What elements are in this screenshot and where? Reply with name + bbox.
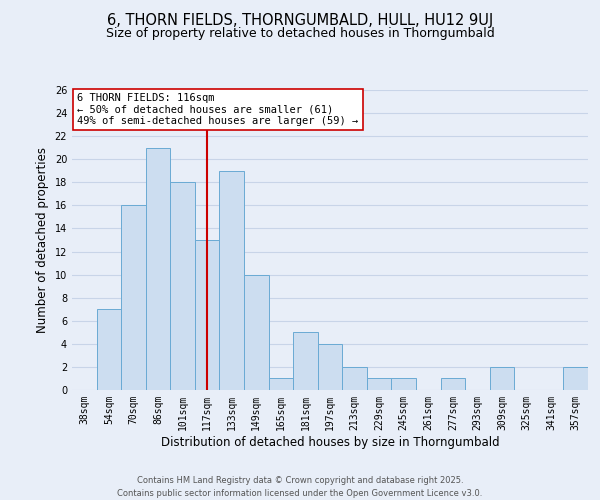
Bar	[146, 148, 170, 390]
Text: 6, THORN FIELDS, THORNGUMBALD, HULL, HU12 9UJ: 6, THORN FIELDS, THORNGUMBALD, HULL, HU1…	[107, 12, 493, 28]
Bar	[563, 367, 588, 390]
X-axis label: Distribution of detached houses by size in Thorngumbald: Distribution of detached houses by size …	[161, 436, 499, 448]
Text: Size of property relative to detached houses in Thorngumbald: Size of property relative to detached ho…	[106, 28, 494, 40]
Bar	[293, 332, 318, 390]
Bar	[269, 378, 293, 390]
Bar	[220, 171, 244, 390]
Text: 6 THORN FIELDS: 116sqm
← 50% of detached houses are smaller (61)
49% of semi-det: 6 THORN FIELDS: 116sqm ← 50% of detached…	[77, 93, 358, 126]
Bar	[170, 182, 195, 390]
Bar	[318, 344, 342, 390]
Bar	[367, 378, 391, 390]
Bar	[195, 240, 220, 390]
Bar	[121, 206, 146, 390]
Bar	[97, 309, 121, 390]
Text: Contains HM Land Registry data © Crown copyright and database right 2025.
Contai: Contains HM Land Registry data © Crown c…	[118, 476, 482, 498]
Bar	[490, 367, 514, 390]
Bar	[391, 378, 416, 390]
Y-axis label: Number of detached properties: Number of detached properties	[36, 147, 49, 333]
Bar	[440, 378, 465, 390]
Bar	[244, 274, 269, 390]
Bar	[342, 367, 367, 390]
